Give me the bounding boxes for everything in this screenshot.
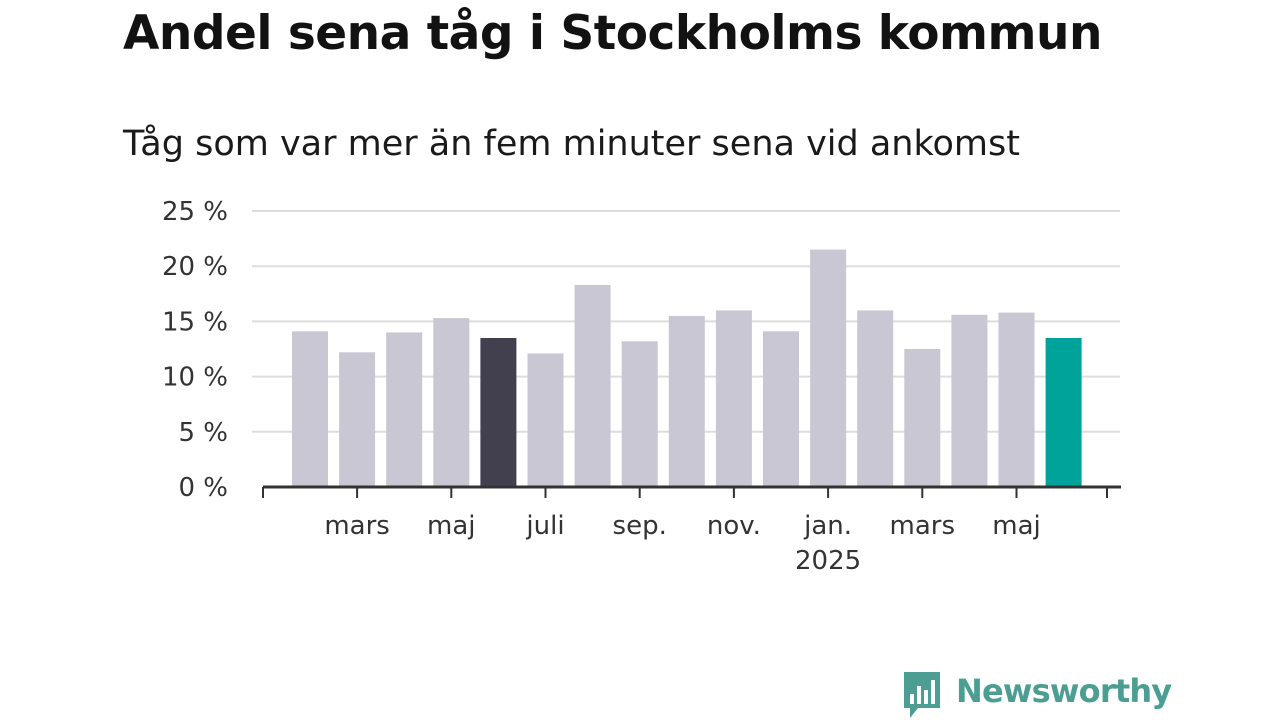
- bar-2024-09: [621, 341, 658, 487]
- x-tick-label: sep.: [613, 511, 667, 541]
- bar-2025-02: [857, 310, 894, 487]
- bar-2024-02: [292, 331, 328, 487]
- x-tick-label: maj: [992, 511, 1040, 541]
- x-axis: [262, 485, 1121, 498]
- bar-2024-04: [386, 332, 423, 487]
- bar-2025-01: [810, 249, 847, 487]
- bars: [292, 249, 1082, 487]
- x-tick-label: juli: [525, 511, 564, 541]
- x-tick-sublabel: 2025: [795, 546, 861, 576]
- bar-2024-08: [574, 285, 611, 487]
- bar-2024-05: [433, 318, 470, 487]
- bar-2025-06: [1045, 338, 1082, 487]
- newsworthy-logo: Newsworthy: [902, 670, 1172, 720]
- y-tick-label: 15 %: [162, 307, 228, 337]
- bar-2024-07: [527, 353, 564, 487]
- y-tick-label: 0 %: [178, 473, 228, 503]
- y-tick-label: 20 %: [162, 252, 228, 282]
- bar-2025-05: [998, 312, 1035, 487]
- bar-2024-11: [715, 310, 752, 487]
- y-tick-label: 25 %: [162, 197, 228, 227]
- newsworthy-logo-icon: [904, 672, 940, 718]
- bar-chart: 0 % 5 % 10 % 15 % 20 % 25 % mars maj juli sep. no…: [162, 197, 1121, 576]
- bar-2025-03: [904, 349, 941, 487]
- bar-2025-04: [951, 314, 988, 487]
- x-tick-label: mars: [324, 511, 390, 541]
- x-tick-label: maj: [427, 511, 475, 541]
- bar-2024-03: [339, 352, 376, 487]
- y-axis-ticks: 0 % 5 % 10 % 15 % 20 % 25 %: [162, 197, 228, 503]
- newsworthy-logo-text: Newsworthy: [956, 672, 1172, 710]
- chart-title: Andel sena tåg i Stockholms kommun: [123, 6, 1102, 61]
- y-tick-label: 5 %: [178, 418, 228, 448]
- y-tick-label: 10 %: [162, 363, 228, 393]
- bar-2024-12: [763, 331, 799, 487]
- chart-subtitle: Tåg som var mer än fem minuter sena vid …: [123, 124, 1020, 164]
- x-axis-ticks: mars maj juli sep. nov. jan. 2025 mars maj: [324, 511, 1040, 576]
- x-tick-label: jan.: [803, 511, 852, 541]
- bar-2024-10: [668, 315, 705, 487]
- x-tick-label: mars: [890, 511, 956, 541]
- bar-2024-06: [480, 338, 517, 487]
- x-tick-label: nov.: [707, 511, 761, 541]
